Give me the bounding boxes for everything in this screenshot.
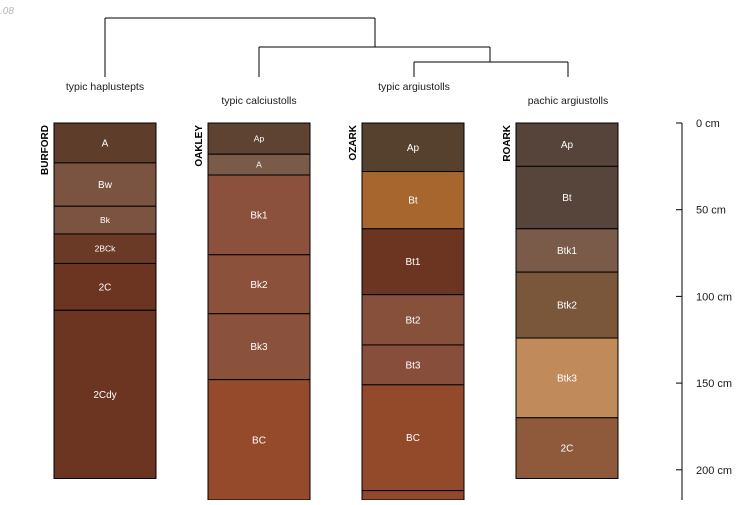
horizon-label: Bw xyxy=(98,180,113,191)
taxon-label: typic calciustolls xyxy=(221,95,296,107)
horizon-label: A xyxy=(256,160,262,170)
horizon-label: A xyxy=(102,138,109,149)
horizon-block xyxy=(361,122,465,173)
horizon-label: Bt xyxy=(562,193,572,204)
horizon-block xyxy=(361,228,465,296)
horizon-block xyxy=(207,254,311,315)
horizon-block xyxy=(207,313,311,381)
horizon-block xyxy=(53,309,157,479)
horizon-label: Btk1 xyxy=(557,246,577,257)
horizon-label: Bt1 xyxy=(405,257,420,268)
horizon-block xyxy=(515,122,619,167)
horizon-block xyxy=(53,122,157,164)
profile-name: BURFORD xyxy=(40,125,51,175)
soil-profile: Ap Bt Btk1 Btk2 Btk3 2C ROARK xyxy=(502,122,619,479)
horizon-label: BC xyxy=(406,433,420,444)
horizon-label: Btk2 xyxy=(557,301,577,312)
horizon-label: Bk3 xyxy=(250,342,268,353)
horizon-block xyxy=(515,165,619,230)
horizon-block xyxy=(207,174,311,256)
horizon-label: 2C xyxy=(561,444,574,455)
horizon-block xyxy=(207,379,311,501)
horizon-block xyxy=(515,417,619,479)
depth-tick-label: 200 cm xyxy=(696,465,732,477)
depth-tick-label: 150 cm xyxy=(696,378,732,390)
horizon-label: 2C xyxy=(99,282,112,293)
horizon-label: Ap xyxy=(407,143,420,154)
depth-tick-label: 50 cm xyxy=(696,205,726,217)
horizon-label: Ap xyxy=(254,134,265,144)
soil-profile: Ap A Bk1 Bk2 Bk3 BC OAKLEY xyxy=(194,122,311,501)
depth-tick-label: 0 cm xyxy=(696,118,720,130)
profile-name: OZARK xyxy=(348,124,359,160)
profile-name: OAKLEY xyxy=(194,125,205,167)
taxon-label: pachic argiustolls xyxy=(528,95,609,107)
horizon-label: 2Cdy xyxy=(93,390,116,401)
horizon-label: 2BCk xyxy=(95,244,117,254)
horizon-block xyxy=(361,490,465,501)
horizon-block xyxy=(361,384,465,492)
depth-tick-label: 100 cm xyxy=(696,291,732,303)
taxon-label: typic argiustolls xyxy=(378,81,450,93)
horizon-label: BC xyxy=(252,435,266,446)
horizon-label: Bt xyxy=(408,196,418,207)
depth-axis: 0 cm 50 cm 100 cm 150 cm 200 cm xyxy=(676,118,732,500)
horizon-label: Bk xyxy=(100,215,111,225)
corner-label: .08 xyxy=(0,6,14,17)
horizon-label: Bk1 xyxy=(250,210,268,221)
dendrogram xyxy=(104,17,569,77)
taxa-labels: typic haplustepts typic calciustolls typic… xyxy=(66,81,608,107)
horizon-label: Bt3 xyxy=(405,360,420,371)
taxon-label: typic haplustepts xyxy=(66,81,144,93)
soil-profiles: A Bw Bk 2BCk 2C 2Cdy BURFORD Ap A Bk1 Bk2 Bk3 BC OAKL… xyxy=(40,122,619,501)
soil-profile: Ap Bt Bt1 Bt2 Bt3 BC OZARK xyxy=(348,122,465,501)
soil-profile: A Bw Bk 2BCk 2C 2Cdy BURFORD xyxy=(40,122,157,479)
horizon-block xyxy=(515,228,619,273)
horizon-block xyxy=(515,337,619,419)
horizon-label: Ap xyxy=(561,140,574,151)
horizon-label: Btk3 xyxy=(557,373,577,384)
horizon-label: Bt2 xyxy=(405,315,420,326)
horizon-block xyxy=(361,344,465,386)
horizon-block xyxy=(207,122,311,155)
horizon-label: Bk2 xyxy=(250,280,268,291)
profile-name: ROARK xyxy=(502,124,513,161)
